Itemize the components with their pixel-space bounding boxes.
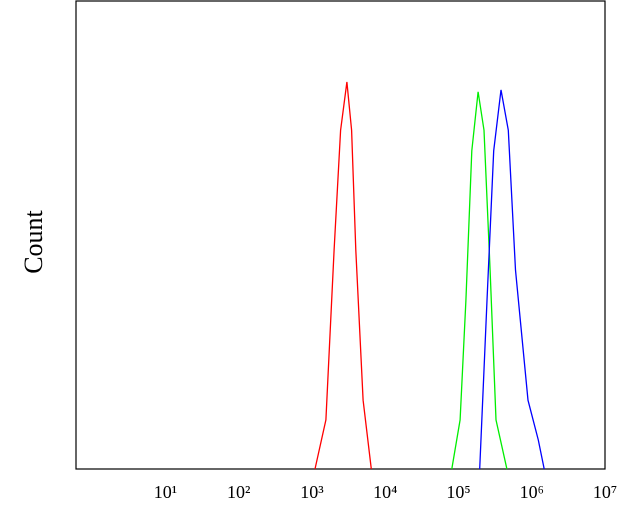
- x-tick-label: 10⁶: [520, 482, 544, 502]
- y-axis-label: Count: [19, 209, 48, 273]
- histogram-line: [451, 91, 508, 470]
- x-tick-label: 10²: [227, 482, 250, 502]
- histogram-line: [479, 89, 545, 470]
- x-tick-label: 10³: [300, 482, 324, 502]
- x-tick-label: 10¹: [154, 482, 177, 502]
- histogram-line: [314, 81, 372, 470]
- plot-frame: [75, 0, 606, 470]
- x-tick-label: 10⁴: [373, 482, 397, 502]
- x-tick-label: 10⁵: [446, 482, 470, 502]
- x-tick-label: 10⁷: [593, 482, 617, 502]
